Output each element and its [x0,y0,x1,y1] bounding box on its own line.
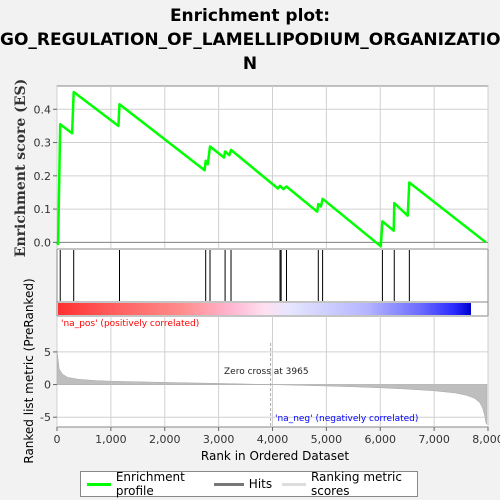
x-tick-label: 6,000 [365,433,397,446]
x-tick-label: 7,000 [418,433,450,446]
metric-tick-label: 5 [44,346,51,359]
x-axis-ticks: 0 1,000 2,000 3,000 4,000 5,000 6,000 7,000 8,00… [54,427,500,446]
legend-swatch-enrichment [87,482,111,486]
legend: Enrichment profile Hits Ranking metric s… [80,470,418,498]
metric-y-axis-ticks: -5 0 5 [40,346,57,424]
x-tick-label: 2,000 [149,433,181,446]
legend-label-enrichment: Enrichment profile [115,470,185,498]
legend-item-hits: Hits [213,477,273,491]
x-tick-label: 0 [54,433,61,446]
legend-label-hits: Hits [248,477,273,491]
x-axis-label: Rank in Ordered Dataset [201,449,349,463]
x-tick-label: 5,000 [311,433,343,446]
title-line-1: Enrichment plot: [169,6,331,26]
legend-swatch-ranking [282,482,306,486]
legend-swatch-hits [213,482,244,486]
ranking-metric-area [56,350,488,425]
es-tick-label: 0.1 [34,203,52,216]
metric-tick-label: 0 [44,379,51,392]
chart-title: Enrichment plot: GO_REGULATION_OF_LAMELL… [0,4,500,76]
rank-color-bar [58,303,471,315]
enrichment-chart: 0.00.10.20.30.4 -505 0 1,000 2,000 3,000 4,0… [13,79,500,464]
title-line-3: N [242,54,258,74]
x-tick-label: 4,000 [257,433,289,446]
es-y-axis-ticks: 0.0 0.1 0.2 0.3 0.4 [34,103,57,249]
x-tick-label: 1,000 [95,433,127,446]
neg-correlated-label: 'na_neg' (negatively correlated) [275,414,418,424]
hit-markers [59,250,410,301]
es-tick-label: 0.2 [34,170,52,183]
es-y-axis-label: Enrichment score (ES) [13,79,29,257]
enrichment-profile-line [55,90,487,248]
hits-panel [56,248,489,303]
title-line-2: GO_REGULATION_OF_LAMELLIPODIUM_ORGANIZAT… [0,30,500,50]
metric-y-axis-label: Ranked list metric (PreRanked) [22,278,36,463]
es-tick-label: 0.4 [34,103,52,116]
x-tick-label: 8,000 [472,433,500,446]
pos-correlated-label: 'na_pos' (positively correlated) [61,319,199,329]
zero-cross-label: Zero cross at 3965 [224,367,309,377]
legend-item-enrichment: Enrichment profile [87,470,204,498]
legend-label-ranking: Ranking metric scores [310,470,402,498]
es-tick-label: 0.3 [34,137,52,150]
es-tick-label: 0.0 [34,236,52,249]
legend-item-ranking: Ranking metric scores [282,470,417,498]
metric-tick-label: -5 [40,411,51,424]
x-tick-label: 3,000 [203,433,235,446]
